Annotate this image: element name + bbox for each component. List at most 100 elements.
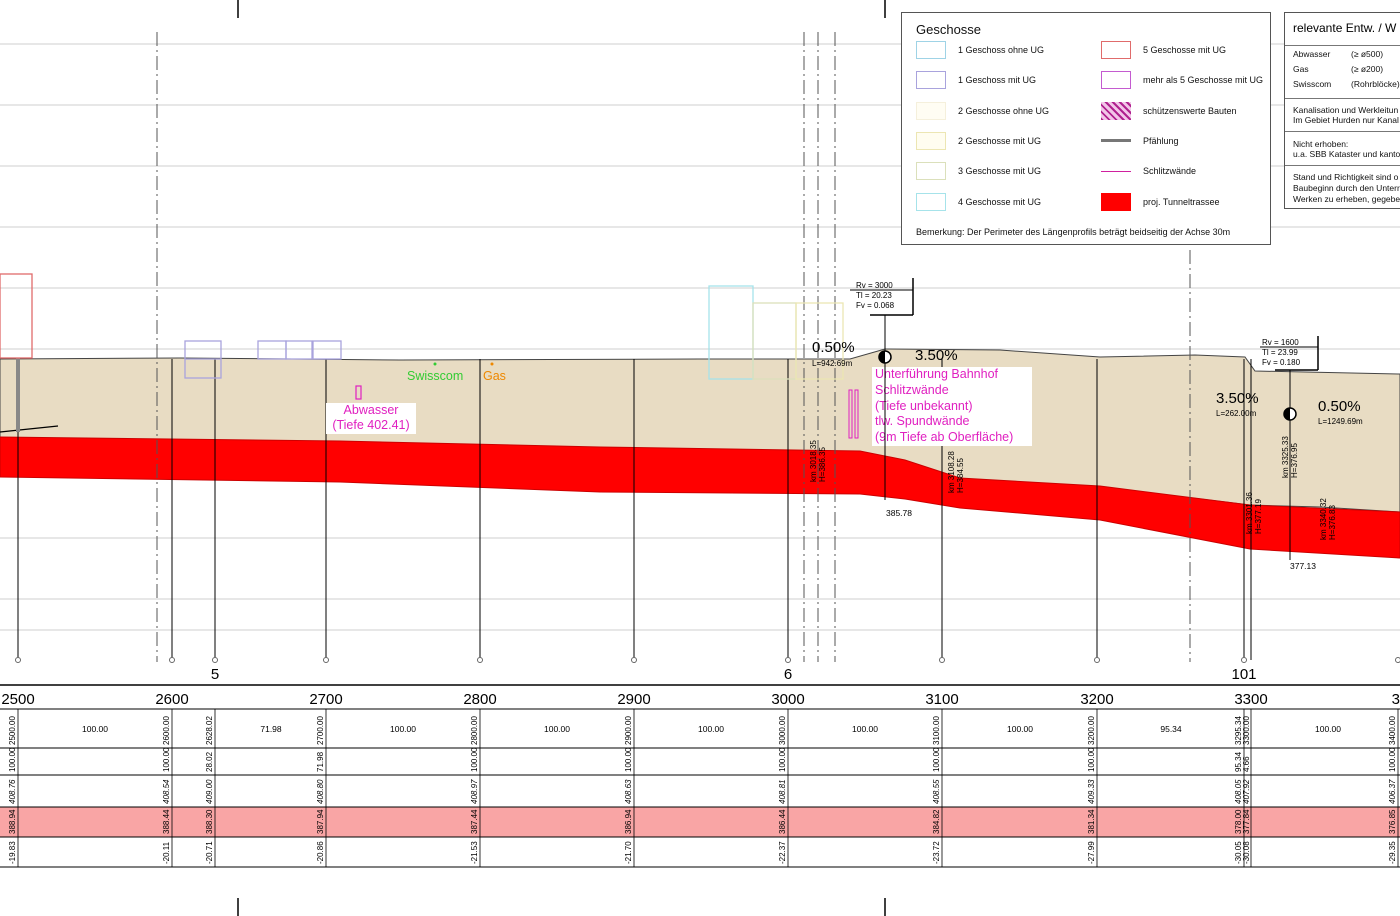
table-value: 100.00 <box>1388 747 1397 772</box>
table-value: 388.44 <box>162 809 171 834</box>
svg-text:2700: 2700 <box>309 691 342 708</box>
table-value: 2700.00 <box>316 716 325 745</box>
svg-text:Tl = 23.99: Tl = 23.99 <box>1262 348 1298 357</box>
table-value: -20.11 <box>162 841 171 864</box>
info-row-name: Abwasser <box>1293 49 1331 59</box>
profile-data-table: 100.00 71.98 100.00 100.00 100.00 100.00… <box>0 708 1400 868</box>
svg-text:2800: 2800 <box>463 691 496 708</box>
elevation-label: 377.13 <box>1290 561 1316 571</box>
table-value: 2628.02 <box>205 716 214 745</box>
span-label: 100.00 <box>544 724 570 734</box>
table-value: 381.34 <box>1087 809 1096 834</box>
table-value: 4.66 <box>1242 756 1251 772</box>
legend-label: Schlitzwände <box>1143 166 1197 177</box>
info-text: Nicht erhoben: <box>1293 139 1349 149</box>
table-value: -21.53 <box>470 841 479 864</box>
svg-text:Tl = 20.23: Tl = 20.23 <box>856 291 892 300</box>
legend-label: proj. Tunneltrassee <box>1143 196 1220 207</box>
svg-text:km 3018.35: km 3018.35 <box>809 440 818 482</box>
legend-label: 2 Geschosse mit UG <box>958 135 1042 146</box>
swisscom-label: Swisscom <box>407 369 463 383</box>
table-value: 3295.34 <box>1234 716 1243 745</box>
table-value: 409.00 <box>205 779 214 804</box>
table-value: 100.00 <box>932 747 941 772</box>
table-value: 409.33 <box>1087 779 1096 804</box>
table-value: 408.55 <box>932 779 941 804</box>
table-value: -23.72 <box>932 841 941 864</box>
table-value: -20.71 <box>205 841 214 864</box>
legend-swatch <box>1101 101 1131 120</box>
legend-label: 1 Geschoss ohne UG <box>958 45 1045 55</box>
table-value: 100.00 <box>8 747 17 772</box>
vertical-curve-1: Rv = 3000 Tl = 20.23 Fv = 0.068 <box>850 278 914 500</box>
utilities-info-panel: relevante Entw. / W Abwasser (≥ ø500) Ga… <box>1284 12 1400 209</box>
table-value: 376.85 <box>1388 809 1397 834</box>
svg-text:tlw. Spundwände: tlw. Spundwände <box>875 414 970 428</box>
info-text: Stand und Richtigkeit sind o <box>1293 172 1399 182</box>
info-row-name: Gas <box>1293 64 1309 74</box>
section-number: 5 <box>211 666 219 683</box>
table-value: 95.34 <box>1234 751 1243 772</box>
table-value: 408.54 <box>162 779 171 804</box>
legend-label: 4 Geschosse mit UG <box>958 196 1042 207</box>
svg-text:H=376.95: H=376.95 <box>1290 443 1299 478</box>
table-value: 408.05 <box>1234 779 1243 804</box>
table-value: 408.76 <box>8 779 17 804</box>
svg-text:(Tiefe unbekannt): (Tiefe unbekannt) <box>875 399 973 413</box>
svg-text:3200: 3200 <box>1080 691 1113 708</box>
section-number: 6 <box>784 666 792 683</box>
legend-label: 2 Geschosse ohne UG <box>958 105 1050 116</box>
vertical-curve-2: Rv = 1600 Tl = 23.99 Fv = 0.180 <box>1260 336 1319 560</box>
table-value: 387.44 <box>470 809 479 834</box>
info-row-value: (≥ ø200) <box>1351 64 1384 74</box>
table-value: 386.44 <box>778 809 787 834</box>
info-text: Werken zu erheben, gegebe <box>1293 194 1400 204</box>
svg-text:H=386.35: H=386.35 <box>818 447 827 482</box>
info-text: Im Gebiet Hurden nur Kanal <box>1293 115 1399 125</box>
table-value: 3200.00 <box>1087 716 1096 745</box>
table-value: 100.00 <box>1087 747 1096 772</box>
legend-swatch <box>916 131 946 150</box>
svg-text:2600: 2600 <box>155 691 188 708</box>
gas-marker <box>490 362 494 366</box>
gradient-label-3: 3.50% <box>1216 390 1259 407</box>
legend-remark: Bemerkung: Der Perimeter des Längenprofi… <box>916 227 1231 237</box>
span-label: 100.00 <box>82 724 108 734</box>
gas-label: Gas <box>483 369 506 383</box>
table-value: 388.94 <box>8 809 17 834</box>
sewer-label: Abwasser <box>344 403 399 417</box>
table-value: 408.81 <box>778 780 787 804</box>
svg-text:3300: 3300 <box>1234 691 1267 708</box>
table-value: 388.30 <box>205 809 214 834</box>
tunnel-alignment <box>0 436 1400 559</box>
legend-title: Geschosse <box>916 22 982 37</box>
table-value: -30.08 <box>1242 841 1251 864</box>
legend-label: Pfählung <box>1143 135 1179 146</box>
profile-line <box>0 425 59 433</box>
legend-swatch <box>1101 71 1131 90</box>
legend-label: mehr als 5 Geschosse mit UG <box>1143 75 1264 86</box>
legend-swatch <box>916 41 946 59</box>
table-value: 100.00 <box>470 747 479 772</box>
svg-text:3100: 3100 <box>925 691 958 708</box>
info-row-value: (Rohrblöcke) <box>1351 79 1400 89</box>
table-value: 408.97 <box>470 779 479 804</box>
span-label: 100.00 <box>698 724 724 734</box>
table-value: 2900.00 <box>624 716 633 745</box>
span-label: 100.00 <box>852 724 878 734</box>
elevation-label: 385.78 <box>886 508 912 518</box>
table-value: 100.00 <box>162 747 171 772</box>
swisscom-marker <box>433 362 437 366</box>
table-value: 3100.00 <box>932 716 941 745</box>
table-value: 406.37 <box>1388 779 1397 804</box>
svg-text:(9m Tiefe ab Oberfläche): (9m Tiefe ab Oberfläche) <box>875 430 1013 444</box>
svg-text:Rv = 3000: Rv = 3000 <box>856 281 893 290</box>
legend-swatch <box>916 71 946 90</box>
table-value: 384.82 <box>932 809 941 834</box>
svg-text:Rv = 1600: Rv = 1600 <box>1262 338 1299 347</box>
legend-swatch <box>916 162 946 181</box>
sewer-marker <box>355 385 362 400</box>
table-value: 407.92 <box>1242 779 1251 804</box>
legend-swatch <box>916 101 946 120</box>
